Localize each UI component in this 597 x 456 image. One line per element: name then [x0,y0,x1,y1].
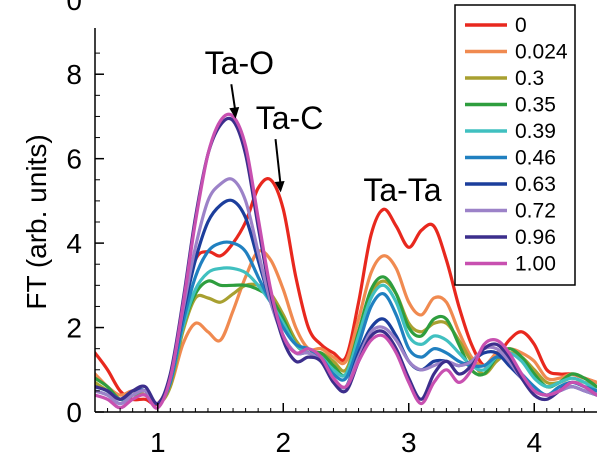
y-tick-label: 2 [66,313,82,344]
y-tick-label-partial: 0 [66,0,82,16]
x-tick-label: 1 [150,427,166,456]
annotation-arrowhead [274,181,285,193]
legend-label: 0.63 [515,173,556,196]
annotation-arrow-line [274,139,282,187]
annotation-label: Ta-O [205,45,274,81]
annotation-label: Ta-Ta [363,172,441,208]
legend-label: 0.3 [515,67,544,90]
legend-label: 0.96 [515,226,556,249]
legend-label: 0.39 [515,120,556,143]
x-tick-label: 3 [401,427,417,456]
legend-label: 0.46 [515,147,556,170]
y-tick-label: 6 [66,144,82,175]
y-tick-label: 8 [66,59,82,90]
annotation-label: Ta-C [256,100,324,136]
legend-label: 0.35 [515,94,556,117]
annotation-arrowhead [229,107,240,119]
y-tick-label: 0 [66,397,82,428]
legend-label: 1.00 [515,253,556,276]
y-axis-label: FT (arb. units) [21,134,52,309]
legend-label: 0.72 [515,200,556,223]
x-tick-label: 2 [275,427,291,456]
x-tick-label: 4 [526,427,542,456]
y-tick-label: 4 [66,228,82,259]
legend-label: 0 [515,14,527,37]
series-line-1.00 [95,112,597,410]
legend-label: 0.024 [515,41,568,64]
